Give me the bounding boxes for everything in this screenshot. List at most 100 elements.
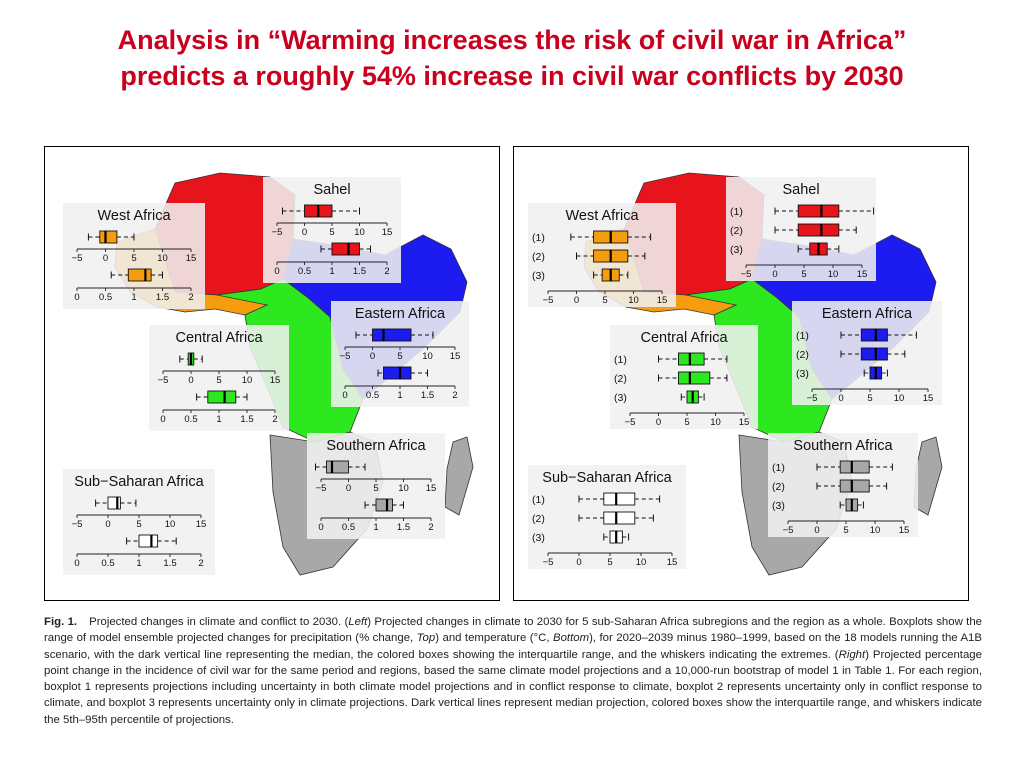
region-panel-bg bbox=[63, 469, 215, 575]
tick-label: 0 bbox=[346, 483, 351, 494]
tick-label: 0 bbox=[103, 253, 108, 264]
tick-label: 10 bbox=[165, 519, 176, 530]
tick-label: 5 bbox=[136, 519, 141, 530]
row-label: (3) bbox=[532, 270, 545, 282]
tick-label: 5 bbox=[867, 393, 872, 404]
region-panel-west-africa: West Africa −5 0 5 10 15 0 0.5 1 1.5 2 bbox=[63, 203, 205, 309]
region-panel-southern-africa: Southern Africa (1) (2) (3) −5 0 5 10 15 bbox=[768, 433, 918, 537]
tick-label: 5 bbox=[397, 351, 402, 362]
row-label: (3) bbox=[730, 244, 743, 256]
tick-label: 15 bbox=[186, 253, 197, 264]
region-panel-central-africa: Central Africa (1) (2) (3) −5 0 5 10 15 bbox=[610, 325, 758, 429]
row-label: (2) bbox=[532, 513, 545, 525]
tick-label: 0 bbox=[302, 227, 307, 238]
right-panel-conflict-boxplots: West Africa (1) (2) (3) −5 0 5 10 15 Sahel (1) (2) (… bbox=[513, 146, 969, 601]
tick-label: −5 bbox=[625, 417, 636, 428]
tick-label: 0 bbox=[105, 519, 110, 530]
region-panel-southern-africa: Southern Africa −5 0 5 10 15 0 0.5 1 1.5 2 bbox=[307, 433, 445, 539]
tick-label: 5 bbox=[684, 417, 689, 428]
caption-fig-label: Fig. 1. bbox=[44, 616, 78, 628]
tick-label: 2 bbox=[198, 558, 203, 569]
tick-label: 0 bbox=[576, 557, 581, 568]
tick-label: 15 bbox=[270, 375, 281, 386]
iqr-box bbox=[797, 223, 840, 237]
tick-label: 10 bbox=[894, 393, 905, 404]
map-madagascar bbox=[913, 436, 943, 516]
region-title: Eastern Africa bbox=[355, 306, 446, 322]
tick-label: 10 bbox=[157, 253, 168, 264]
row-label: (3) bbox=[796, 368, 809, 380]
region-panel-bg bbox=[307, 433, 445, 539]
iqr-box bbox=[99, 230, 118, 244]
tick-label: 0.5 bbox=[101, 558, 114, 569]
tick-label: 0 bbox=[160, 414, 165, 425]
tick-label: 1 bbox=[373, 522, 378, 533]
tick-label: 0.5 bbox=[184, 414, 197, 425]
tick-label: −5 bbox=[807, 393, 818, 404]
tick-label: −5 bbox=[316, 483, 327, 494]
tick-label: −5 bbox=[543, 557, 554, 568]
tick-label: 15 bbox=[450, 351, 461, 362]
title-line-2: predicts a roughly 54% increase in civil… bbox=[120, 61, 904, 91]
region-title: Sahel bbox=[782, 182, 819, 198]
tick-label: 5 bbox=[216, 375, 221, 386]
tick-label: 0 bbox=[656, 417, 661, 428]
region-title: Eastern Africa bbox=[822, 306, 913, 322]
row-label: (2) bbox=[730, 225, 743, 237]
region-title: Sahel bbox=[313, 182, 350, 198]
iqr-box bbox=[603, 492, 636, 506]
region-panel-sub-saharan-africa: Sub−Saharan Africa (1) (2) (3) −5 0 5 10 15 bbox=[528, 465, 686, 569]
region-title: Southern Africa bbox=[326, 438, 426, 454]
tick-label: 15 bbox=[382, 227, 393, 238]
tick-label: 1 bbox=[397, 390, 402, 401]
iqr-box bbox=[860, 347, 888, 361]
iqr-box bbox=[375, 498, 393, 512]
tick-label: 2 bbox=[384, 266, 389, 277]
tick-label: 0 bbox=[74, 558, 79, 569]
row-label: (1) bbox=[532, 494, 545, 506]
caption-part-0: Projected changes in climate and conflic… bbox=[89, 616, 349, 628]
region-panel-sahel: Sahel (1) (2) (3) −5 0 5 10 15 bbox=[726, 177, 876, 281]
tick-label: 15 bbox=[899, 525, 910, 536]
caption-part-5: Bottom bbox=[553, 632, 590, 645]
tick-label: 5 bbox=[801, 269, 806, 280]
tick-label: 15 bbox=[426, 483, 437, 494]
tick-label: 0 bbox=[318, 522, 323, 533]
iqr-box bbox=[603, 511, 636, 525]
caption-part-3: Top bbox=[416, 632, 436, 645]
tick-label: 5 bbox=[602, 295, 607, 306]
caption-part-7: Right bbox=[838, 648, 866, 661]
caption-part-8: ) Projected percentage point change in t… bbox=[44, 648, 982, 726]
tick-label: 10 bbox=[398, 483, 409, 494]
iqr-box bbox=[127, 268, 152, 282]
tick-label: 0 bbox=[814, 525, 819, 536]
region-panel-sahel: Sahel −5 0 5 10 15 0 0.5 1 1.5 2 bbox=[263, 177, 401, 283]
tick-label: 1.5 bbox=[163, 558, 176, 569]
row-label: (2) bbox=[796, 349, 809, 361]
region-panel-bg bbox=[331, 301, 469, 407]
tick-label: 0 bbox=[342, 390, 347, 401]
row-label: (2) bbox=[614, 373, 627, 385]
tick-label: −5 bbox=[272, 227, 283, 238]
region-panel-bg bbox=[263, 177, 401, 283]
tick-label: 0.5 bbox=[366, 390, 379, 401]
tick-label: 0 bbox=[188, 375, 193, 386]
tick-label: 1.5 bbox=[353, 266, 366, 277]
row-label: (1) bbox=[532, 232, 545, 244]
iqr-box bbox=[677, 371, 711, 385]
tick-label: 5 bbox=[373, 483, 378, 494]
row-label: (2) bbox=[532, 251, 545, 263]
tick-label: 10 bbox=[242, 375, 253, 386]
tick-label: −5 bbox=[340, 351, 351, 362]
tick-label: 1 bbox=[216, 414, 221, 425]
tick-label: 10 bbox=[354, 227, 365, 238]
tick-label: 2 bbox=[188, 292, 193, 303]
region-panel-bg bbox=[149, 325, 289, 431]
iqr-box bbox=[383, 366, 412, 380]
iqr-box bbox=[331, 242, 360, 256]
region-panel-central-africa: Central Africa −5 0 5 10 15 0 0.5 1 1.5 2 bbox=[149, 325, 289, 431]
tick-label: 0.5 bbox=[342, 522, 355, 533]
iqr-box bbox=[839, 460, 870, 474]
row-label: (2) bbox=[772, 481, 785, 493]
